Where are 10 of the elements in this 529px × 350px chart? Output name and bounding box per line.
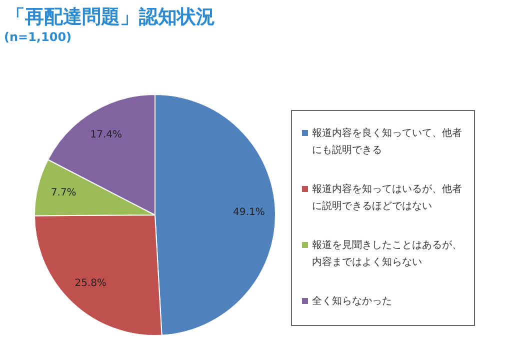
legend-label: 報道内容を知ってはいるが、他者に説明できるほどではない xyxy=(312,182,463,214)
data-label: 25.8% xyxy=(74,278,107,290)
legend-label: 全く知らなかった xyxy=(312,295,392,309)
data-label: 17.4% xyxy=(90,129,122,140)
legend-label: 報道内容を良く知っていて、他者にも説明できる xyxy=(312,126,463,158)
data-label: 49.1% xyxy=(233,206,265,218)
legend-label: 報道を見聞きしたことはあるが、内容まではよく知らない xyxy=(312,238,463,270)
chart-title: 「再配達問題」認知状況 xyxy=(6,5,215,30)
chart-subtitle: (n=1,100) xyxy=(4,30,72,44)
data-label: 7.7% xyxy=(50,188,76,199)
